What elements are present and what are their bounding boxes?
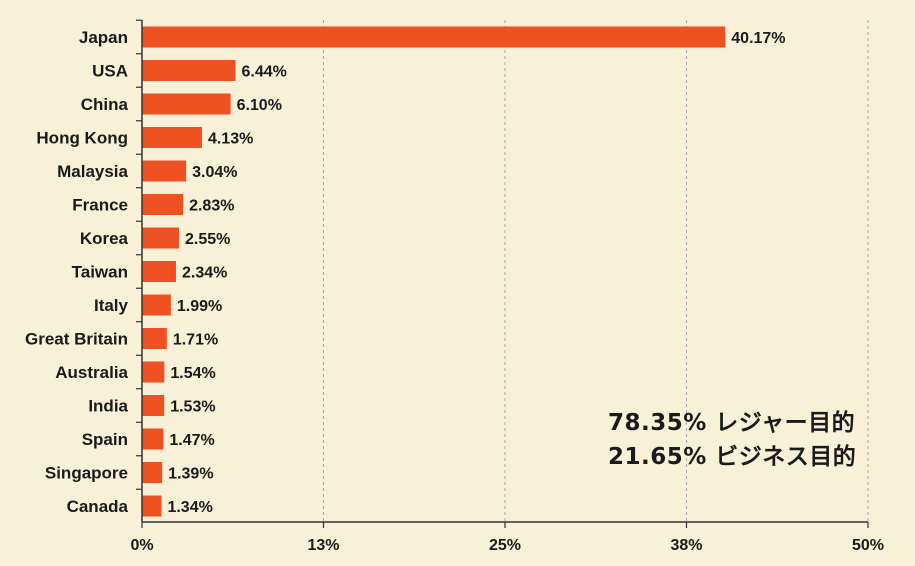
axes [136, 19, 869, 528]
value-label: 40.17% [731, 30, 785, 47]
note-business: 21.65% ビジネス目的 [608, 444, 857, 470]
category-label: USA [92, 62, 128, 81]
value-label: 3.04% [192, 164, 237, 181]
bar [142, 194, 184, 215]
x-tick-label: 38% [670, 537, 702, 554]
value-label: 6.44% [242, 64, 287, 81]
x-tick-label: 25% [489, 537, 521, 554]
bar [142, 160, 187, 182]
category-label: Italy [94, 296, 129, 315]
bar [142, 294, 171, 316]
category-label: Singapore [45, 464, 128, 483]
value-label: 1.34% [167, 499, 212, 516]
bar [142, 93, 231, 115]
value-label: 1.53% [170, 399, 215, 416]
category-label: Great Britain [25, 330, 128, 349]
value-label: 2.55% [185, 231, 230, 248]
bar [142, 495, 162, 517]
category-label: Malaysia [57, 162, 128, 181]
bar [142, 462, 163, 483]
category-label: China [81, 95, 129, 114]
value-label: 6.10% [237, 97, 282, 114]
category-label: Canada [67, 497, 129, 516]
note-leisure: 78.35% レジャー目的 [608, 410, 856, 436]
bar [142, 395, 165, 416]
value-label: 2.83% [189, 198, 234, 215]
category-label: Japan [79, 28, 128, 47]
value-label: 1.99% [177, 298, 222, 315]
bar [142, 127, 202, 148]
value-label: 1.71% [173, 332, 218, 349]
bar [142, 60, 236, 81]
bar [142, 26, 726, 48]
bar [142, 361, 165, 383]
category-label: France [72, 196, 128, 215]
value-label: 1.39% [168, 466, 213, 483]
category-label: India [88, 397, 128, 416]
x-tick-label: 13% [307, 537, 339, 554]
value-label: 4.13% [208, 131, 253, 148]
value-labels: 40.17% 6.44% 6.10% 4.13% 3.04% 2.83% 2.55% 2.34… [167, 30, 785, 516]
value-label: 1.54% [170, 365, 215, 382]
value-label: 1.47% [169, 432, 214, 449]
category-labels: Japan USA China Hong Kong Malaysia France Kore… [25, 28, 129, 516]
category-label: Australia [55, 363, 128, 382]
bars [142, 26, 726, 517]
category-label: Hong Kong [36, 129, 128, 148]
bar [142, 261, 176, 282]
x-tick-label: 50% [852, 537, 884, 554]
category-label: Korea [80, 229, 129, 248]
value-label: 2.34% [182, 265, 227, 282]
category-label: Taiwan [72, 263, 128, 282]
bar [142, 328, 167, 349]
bar [142, 428, 164, 450]
x-tick-label: 0% [130, 537, 153, 554]
x-tick-labels: 0% 13% 25% 38% 50% [130, 537, 884, 554]
bar [142, 227, 180, 249]
category-label: Spain [82, 430, 128, 449]
